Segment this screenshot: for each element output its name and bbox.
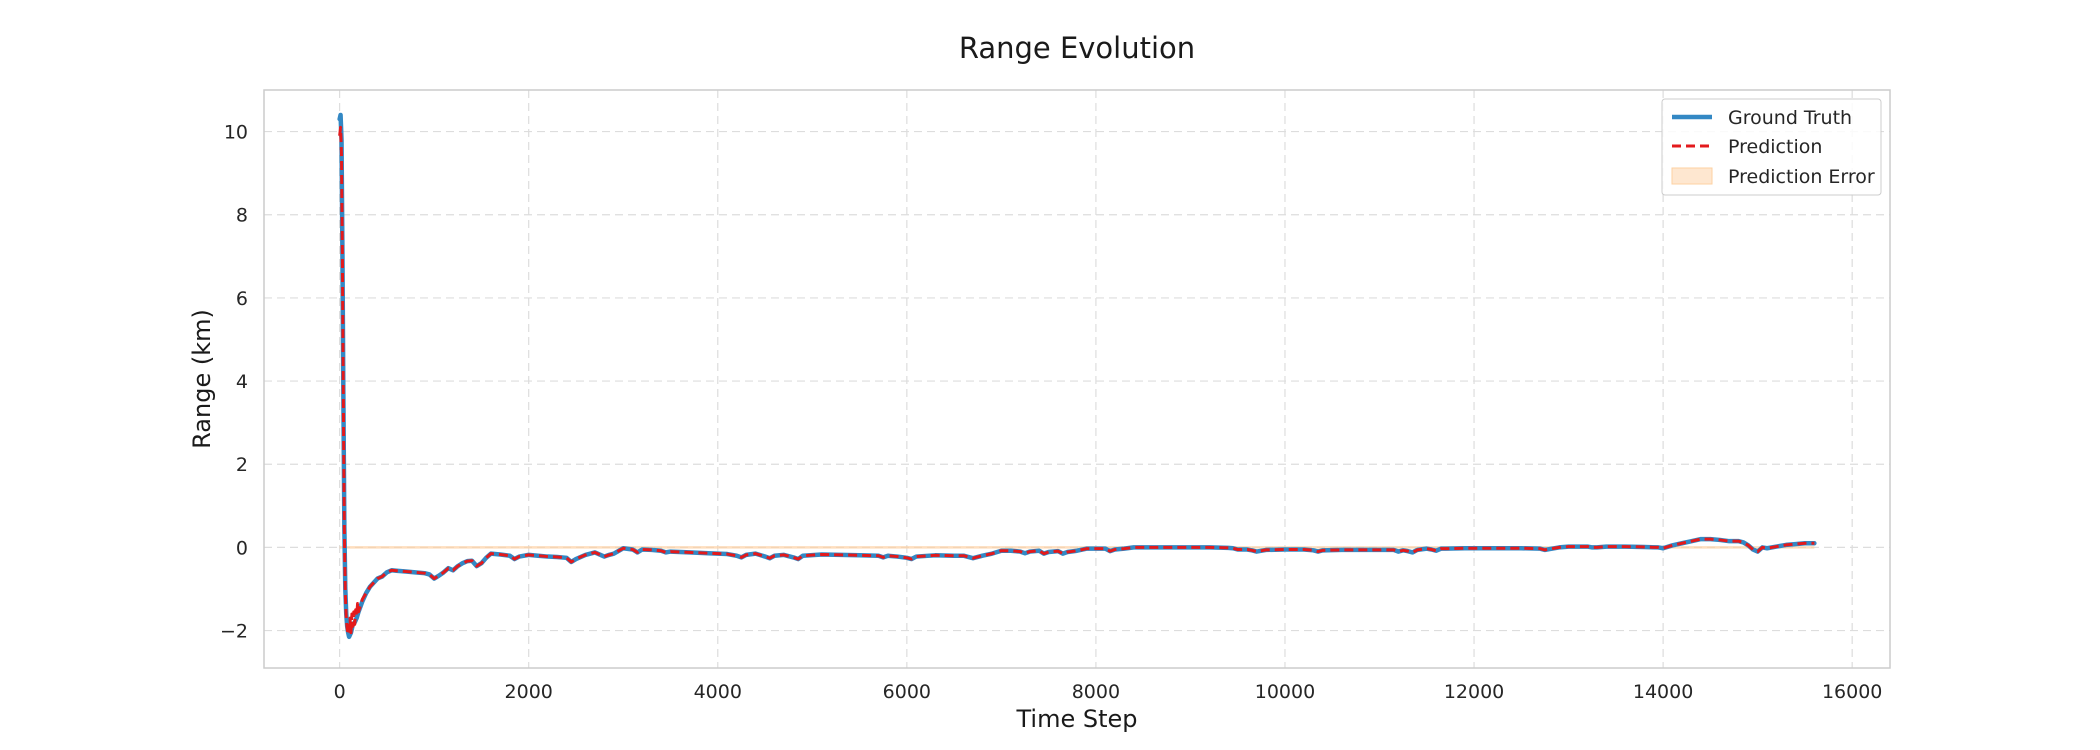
x-tick-label: 16000 [1822,681,1882,703]
legend-swatch-prediction-error [1671,167,1713,185]
legend-label-prediction: Prediction [1728,136,1822,158]
y-tick-label: 10 [224,122,248,144]
legend-label-prediction-error: Prediction Error [1728,166,1875,188]
legend: Ground Truth Prediction Prediction Error [1661,98,1882,196]
chart-title: Range Evolution [959,31,1195,65]
x-tick-label: 6000 [883,681,931,703]
series-layer [337,112,1817,640]
x-tick-label: 10000 [1255,681,1315,703]
x-tick-label: 0 [334,681,346,703]
series-prediction-line [338,125,1815,637]
x-tick-label: 4000 [694,681,742,703]
legend-box [1661,98,1882,196]
y-tick-label: 6 [236,288,248,310]
y-tick-label: 8 [236,205,248,227]
tick-labels: 0 2000 4000 6000 8000 10000 12000 14000 16000 −2 0… [220,122,1882,703]
y-tick-label: 2 [236,454,248,476]
x-tick-label: 12000 [1444,681,1504,703]
x-tick-label: 14000 [1633,681,1693,703]
x-tick-label: 2000 [505,681,553,703]
y-axis-label: Range (km) [188,309,216,449]
grid [264,90,1890,668]
y-tick-label: −2 [220,621,248,643]
plot-area-frame [263,89,1891,669]
y-tick-label: 0 [236,537,248,559]
legend-label-ground-truth: Ground Truth [1728,107,1852,129]
x-axis-label: Time Step [1015,705,1137,733]
series-ground-truth-line [337,112,1817,640]
x-tick-label: 8000 [1072,681,1120,703]
y-tick-label: 4 [236,371,248,393]
